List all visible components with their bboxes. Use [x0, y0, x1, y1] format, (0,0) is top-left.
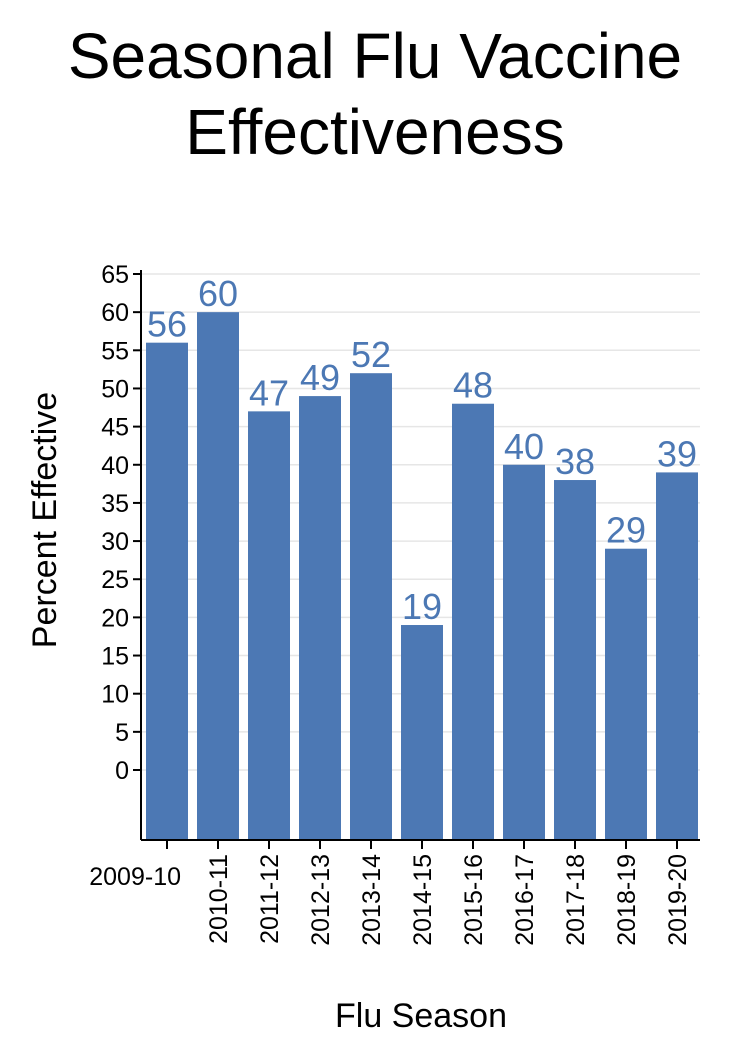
y-axis-title: Percent Effective — [26, 392, 64, 648]
data-label: 60 — [198, 273, 238, 314]
x-tick-label: 2013-14 — [358, 854, 386, 946]
bar — [503, 464, 545, 840]
y-tick-label: 10 — [101, 681, 129, 709]
y-tick-label: 25 — [101, 566, 129, 594]
y-tick-label: 55 — [101, 337, 129, 365]
data-label: 39 — [657, 433, 697, 474]
bar — [656, 472, 698, 840]
x-tick-label: 2010-11 — [205, 854, 233, 944]
x-tick-label: 2012-13 — [307, 854, 335, 946]
x-tick-label: 2009-10 — [89, 863, 181, 891]
data-label: 19 — [402, 586, 442, 627]
x-tick-label: 2015-16 — [460, 854, 488, 946]
x-tick-label: 2019-20 — [664, 854, 692, 946]
x-tick-label: 2018-19 — [613, 854, 641, 946]
y-tick-label: 65 — [101, 261, 129, 289]
y-tick-label: 50 — [101, 375, 129, 403]
y-tick-label: 45 — [101, 414, 129, 442]
x-axis-title: Flu Season — [335, 997, 507, 1035]
data-label: 48 — [453, 365, 493, 406]
chart-title-line-2: Effectiveness — [185, 96, 565, 168]
data-label: 52 — [351, 334, 391, 375]
data-label: 38 — [555, 441, 595, 482]
y-tick-label: 0 — [115, 757, 129, 785]
y-tick-label: 35 — [101, 490, 129, 518]
bar — [248, 411, 290, 840]
x-tick-label: 2017-18 — [562, 854, 590, 946]
bar — [401, 625, 443, 840]
x-tick-label: 2011-12 — [256, 854, 284, 944]
y-tick-label: 15 — [101, 643, 129, 671]
x-tick-label: 2014-15 — [409, 854, 437, 946]
bar — [146, 342, 188, 840]
chart-title: Seasonal Flu Vaccine Effectiveness — [0, 18, 750, 170]
bar — [605, 548, 647, 840]
axes: 0 5 10 15 20 25 30 35 40 45 50 55 60 65 2009-10 2010-11… — [89, 261, 700, 946]
data-label: 29 — [606, 510, 646, 551]
data-labels: 56 60 47 49 52 19 48 40 38 29 39 — [147, 273, 697, 627]
bar — [197, 312, 239, 841]
y-tick-label: 60 — [101, 299, 129, 327]
bar — [452, 403, 494, 840]
chart-title-line-1: Seasonal Flu Vaccine — [67, 20, 683, 92]
y-tick-label: 20 — [101, 604, 129, 632]
data-label: 56 — [147, 304, 187, 345]
bars — [146, 312, 698, 841]
y-tick-label: 40 — [101, 452, 129, 480]
bar — [554, 480, 596, 840]
data-label: 49 — [300, 357, 340, 398]
y-tick-label: 5 — [115, 719, 129, 747]
y-tick-label: 30 — [101, 528, 129, 556]
bar — [350, 373, 392, 840]
data-label: 40 — [504, 426, 544, 467]
data-label: 47 — [249, 372, 289, 413]
x-tick-label: 2016-17 — [511, 854, 539, 946]
bar — [299, 396, 341, 840]
